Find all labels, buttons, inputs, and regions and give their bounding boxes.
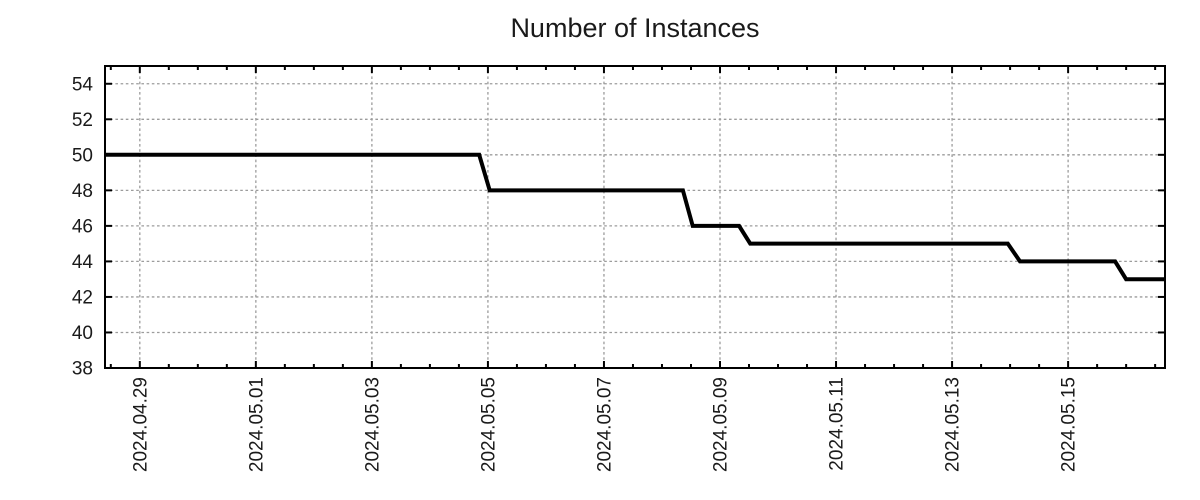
y-tick-label: 54 xyxy=(72,74,94,95)
y-tick-label: 38 xyxy=(72,359,93,380)
x-tick-label: 2024.05.07 xyxy=(594,377,615,472)
x-tick-label: 2024.05.15 xyxy=(1059,377,1080,472)
x-tick-label: 2024.05.03 xyxy=(362,377,383,472)
y-tick-label: 44 xyxy=(72,252,94,273)
plot-border xyxy=(104,65,1166,369)
y-tick-label: 48 xyxy=(72,181,93,202)
y-tick-label: 40 xyxy=(72,323,93,344)
x-tick-label: 2024.04.29 xyxy=(130,377,151,472)
x-tick-label: 2024.05.11 xyxy=(826,377,847,471)
y-tick-label: 42 xyxy=(72,288,93,309)
x-tick-label: 2024.05.01 xyxy=(246,377,267,472)
y-tick-label: 50 xyxy=(72,145,93,166)
x-tick-label: 2024.05.05 xyxy=(478,377,499,472)
y-tick-label: 46 xyxy=(72,217,93,238)
chart-title: Number of Instances xyxy=(510,13,760,43)
y-tick-label: 52 xyxy=(72,110,93,131)
series-line-instances xyxy=(105,152,1165,282)
x-tick-label: 2024.05.13 xyxy=(943,377,964,472)
x-tick-label: 2024.05.09 xyxy=(710,377,731,472)
